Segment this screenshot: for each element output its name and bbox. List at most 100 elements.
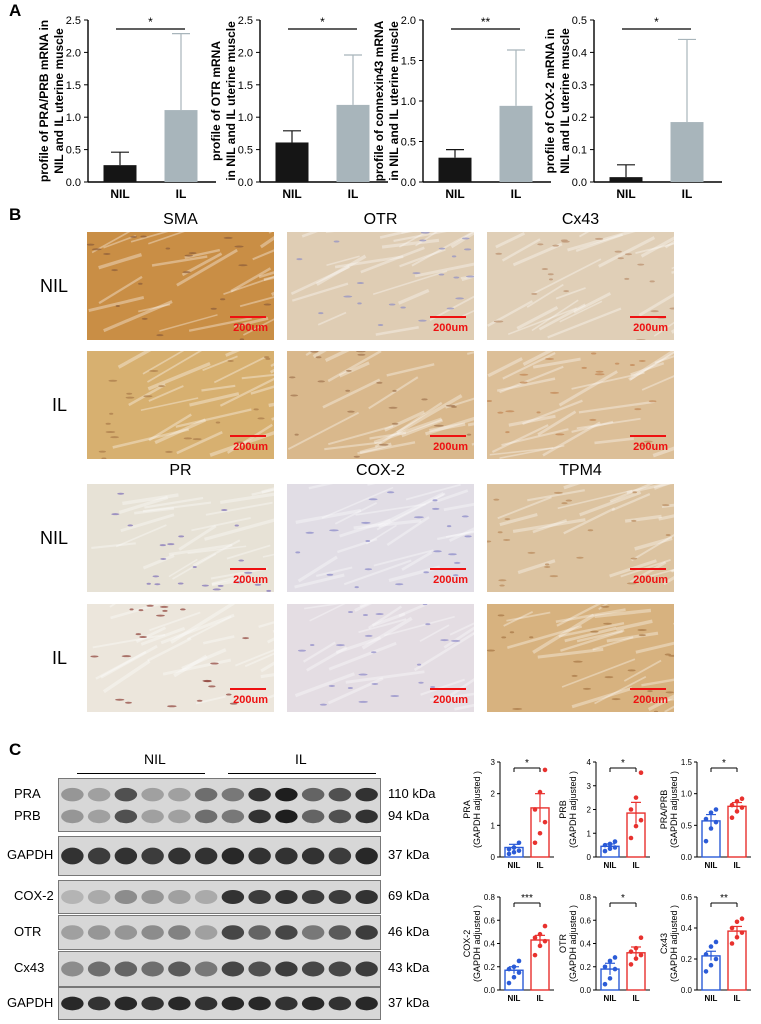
- fiber: [195, 695, 226, 705]
- fiber: [594, 437, 634, 445]
- panel-a-charts: 0.0 0.5 1.0 1.5 2.0 2.5 NIL IL * profile of PRA/P…: [37, 15, 722, 201]
- data-point: [628, 807, 634, 812]
- fiber: [522, 351, 554, 366]
- fiber: [142, 554, 175, 570]
- data-point: [633, 795, 639, 800]
- fiber: [191, 517, 251, 532]
- blot-band: [275, 809, 298, 824]
- scale-bar-label: 200um: [233, 441, 268, 453]
- cell-nucleus: [192, 566, 197, 569]
- fiber: [647, 698, 674, 704]
- cell-nucleus: [416, 663, 422, 666]
- blot-band: [87, 787, 111, 802]
- cell-nucleus: [242, 637, 250, 640]
- cell-nucleus: [455, 297, 465, 300]
- cell-nucleus: [636, 338, 646, 340]
- cell-nucleus: [343, 295, 353, 298]
- blot-band: [221, 847, 245, 865]
- fiber: [517, 559, 556, 575]
- fiber: [339, 518, 391, 538]
- cell-nucleus: [595, 370, 604, 373]
- y-tick-label: 0.4: [484, 940, 496, 949]
- fiber: [98, 252, 143, 270]
- fiber: [297, 555, 338, 583]
- data-point: [638, 935, 644, 940]
- fiber: [372, 270, 448, 296]
- blot-band: [355, 787, 378, 802]
- bar-nil: [438, 157, 472, 182]
- cell-nucleus: [594, 237, 604, 240]
- fiber: [112, 428, 190, 449]
- fiber: [358, 618, 407, 634]
- fiber: [502, 352, 556, 380]
- cell-nucleus: [412, 272, 421, 275]
- protein-label: PRB: [14, 808, 41, 823]
- cell-nucleus: [418, 319, 427, 322]
- cell-nucleus: [497, 614, 505, 617]
- fiber: [653, 321, 674, 337]
- blot-band: [168, 996, 191, 1011]
- cell-nucleus: [326, 573, 334, 576]
- data-point: [703, 952, 709, 957]
- data-point: [734, 798, 740, 804]
- panel-label-b: B: [9, 205, 22, 224]
- scale-bar: [230, 568, 266, 570]
- cell-nucleus: [156, 614, 165, 617]
- fiber: [317, 311, 347, 326]
- blot-band: [275, 961, 298, 977]
- protein-label: OTR: [14, 923, 42, 939]
- cell-nucleus: [497, 411, 504, 414]
- cell-nucleus: [581, 366, 587, 369]
- bar-il: [499, 105, 533, 182]
- cell-nucleus: [624, 277, 630, 280]
- cell-nucleus: [238, 264, 248, 267]
- cell-nucleus: [545, 357, 555, 360]
- cell-nucleus: [162, 609, 168, 612]
- fiber: [262, 553, 274, 558]
- data-point: [612, 955, 618, 960]
- fiber: [168, 543, 233, 556]
- data-point: [638, 770, 644, 775]
- fiber: [210, 567, 268, 580]
- cell-nucleus: [333, 240, 340, 243]
- fiber: [258, 271, 274, 279]
- cell-nucleus: [121, 655, 132, 658]
- fiber: [606, 631, 659, 643]
- fiber: [187, 545, 247, 555]
- cell-nucleus: [388, 303, 396, 306]
- tissue-background: [87, 351, 274, 459]
- fiber: [623, 659, 662, 682]
- y-tick-label: 0.0: [681, 986, 693, 995]
- fiber: [91, 232, 131, 254]
- fiber: [592, 636, 634, 651]
- micrograph-image: 200um: [287, 232, 474, 340]
- y-tick-label: 0.1: [572, 145, 587, 157]
- fiber: [414, 262, 474, 278]
- blot-band: [194, 889, 218, 905]
- fiber: [115, 524, 167, 548]
- micrograph-image: 200um: [287, 604, 474, 712]
- fiber: [538, 303, 586, 331]
- cell-nucleus: [519, 373, 529, 376]
- y-axis-label: PRB: [558, 800, 568, 819]
- cell-nucleus: [391, 422, 399, 425]
- cell-nucleus: [377, 323, 384, 326]
- blot-band: [114, 996, 138, 1011]
- cell-nucleus: [254, 583, 262, 586]
- protein-label: GAPDH: [7, 847, 54, 862]
- column-title: COX-2: [356, 462, 405, 479]
- fiber: [386, 363, 435, 377]
- fiber: [219, 377, 274, 407]
- bar-il: [336, 104, 370, 182]
- fiber: [609, 484, 654, 503]
- data-point: [532, 840, 538, 846]
- fiber: [579, 490, 642, 517]
- cell-nucleus: [501, 636, 507, 639]
- fiber: [384, 410, 425, 432]
- molecular-weight-label: 46 kDa: [388, 923, 430, 939]
- fiber: [641, 375, 674, 391]
- cell-nucleus: [664, 653, 672, 656]
- cell-nucleus: [423, 571, 430, 574]
- cell-nucleus: [357, 302, 362, 305]
- cell-nucleus: [555, 433, 565, 436]
